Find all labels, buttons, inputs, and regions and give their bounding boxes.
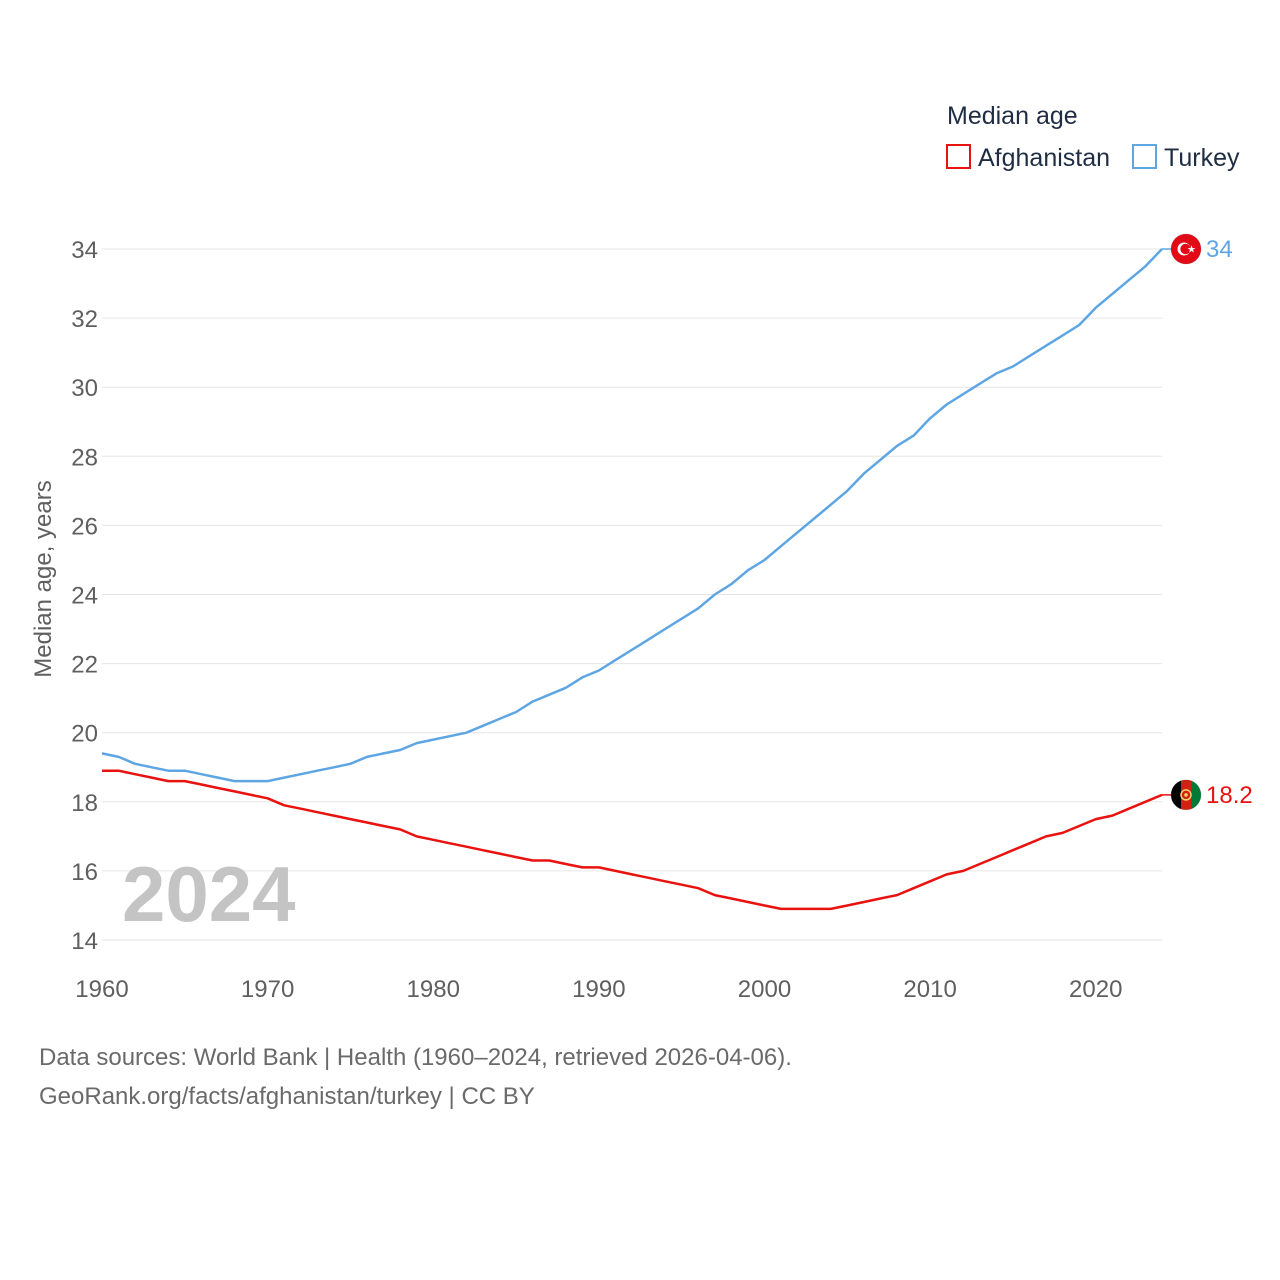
legend-label-turkey: Turkey <box>1164 144 1240 172</box>
x-tick-label: 2000 <box>738 976 791 1003</box>
legend-swatch-turkey <box>1132 144 1157 169</box>
legend-label-afghanistan: Afghanistan <box>978 144 1110 172</box>
y-tick-label: 30 <box>71 375 98 402</box>
source-line: Data sources: World Bank | Health (1960–… <box>39 1044 792 1071</box>
y-tick-label: 14 <box>71 928 98 955</box>
x-axis-ticks: 1960 1970 1980 1990 2000 2010 2020 <box>75 976 1122 1003</box>
y-tick-label: 22 <box>71 652 98 679</box>
legend-title: Median age <box>947 102 1078 130</box>
x-tick-label: 1990 <box>572 976 625 1003</box>
y-tick-label: 16 <box>71 859 98 886</box>
series-end-labels: 18.2 ★ 34 <box>1162 233 1253 811</box>
x-tick-label: 1960 <box>75 976 128 1003</box>
y-tick-label: 34 <box>71 237 98 264</box>
end-value-label-afghanistan: 18.2 <box>1206 782 1253 809</box>
legend-item-turkey[interactable]: Turkey <box>1132 144 1240 172</box>
gridlines <box>102 248 1162 941</box>
x-tick-label: 1970 <box>241 976 294 1003</box>
x-tick-label: 2020 <box>1069 976 1122 1003</box>
x-tick-label: 1980 <box>407 976 460 1003</box>
legend-swatch-afghanistan <box>946 144 971 169</box>
svg-text:★: ★ <box>1187 245 1196 256</box>
y-tick-label: 26 <box>71 513 98 540</box>
legend: Median age Afghanistan Turkey <box>946 102 1240 172</box>
y-tick-label: 24 <box>71 583 98 610</box>
y-axis-title: Median age, years <box>30 480 57 677</box>
series-lines <box>101 248 1163 911</box>
series-line-afghanistan[interactable] <box>102 769 1163 911</box>
x-tick-label: 2010 <box>903 976 956 1003</box>
attribution-link[interactable]: GeoRank.org/facts/afghanistan/turkey | C… <box>39 1083 535 1110</box>
current-year-label: 2024 <box>122 850 296 938</box>
series-line-turkey[interactable] <box>101 248 1163 783</box>
end-value-label-turkey: 34 <box>1206 236 1233 263</box>
y-axis-ticks: 14 16 18 20 22 24 26 28 30 32 34 <box>71 237 98 955</box>
y-tick-label: 32 <box>71 306 98 333</box>
y-tick-label: 28 <box>71 444 98 471</box>
legend-item-afghanistan[interactable]: Afghanistan <box>946 144 1110 172</box>
y-tick-label: 18 <box>71 790 98 817</box>
y-tick-label: 20 <box>71 721 98 748</box>
afghanistan-flag-icon <box>1170 779 1202 811</box>
turkey-flag-icon: ★ <box>1170 233 1202 265</box>
